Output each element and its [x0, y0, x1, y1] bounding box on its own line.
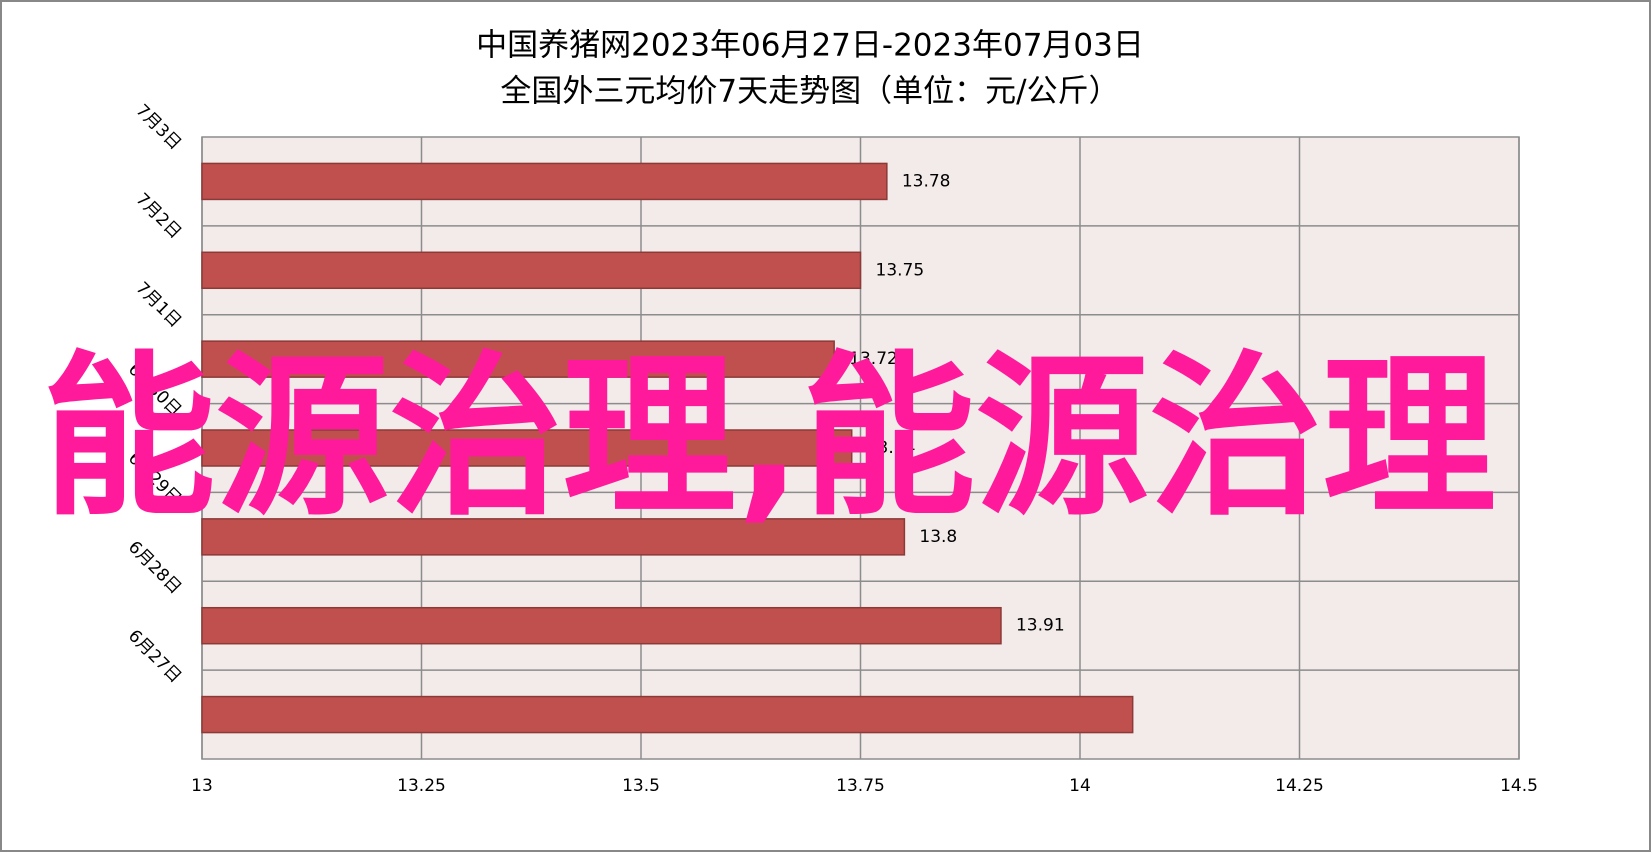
- x-tick-label: 13.75: [836, 776, 885, 796]
- x-tick-label: 14.5: [1500, 776, 1538, 796]
- x-tick-label: 14.25: [1275, 776, 1324, 796]
- bar: [201, 162, 888, 201]
- value-label: 13.72: [849, 349, 898, 369]
- bar: [201, 429, 853, 467]
- x-tick-label: 14: [1069, 776, 1091, 796]
- value-label: 13.75: [876, 260, 925, 280]
- chart-subtitle: 全国外三元均价7天走势图（单位：元/公斤）: [500, 74, 1119, 110]
- bar: [201, 606, 1002, 645]
- overlay-text: 能源治理,能源治理: [42, 337, 1496, 540]
- value-label: 13.74: [867, 438, 916, 458]
- bar: [201, 340, 835, 378]
- x-tick-label: 13: [191, 776, 213, 796]
- value-label: 13.91: [1016, 616, 1065, 636]
- value-label: 13.78: [902, 171, 951, 191]
- bar: [201, 251, 862, 290]
- value-label: 13.8: [919, 527, 957, 547]
- bar: [201, 695, 1134, 734]
- bar: [201, 518, 906, 556]
- x-tick-label: 13.25: [397, 776, 446, 796]
- chart-title: 中国养猪网2023年06月27日-2023年07月03日: [476, 28, 1144, 64]
- x-tick-label: 13.5: [622, 776, 660, 796]
